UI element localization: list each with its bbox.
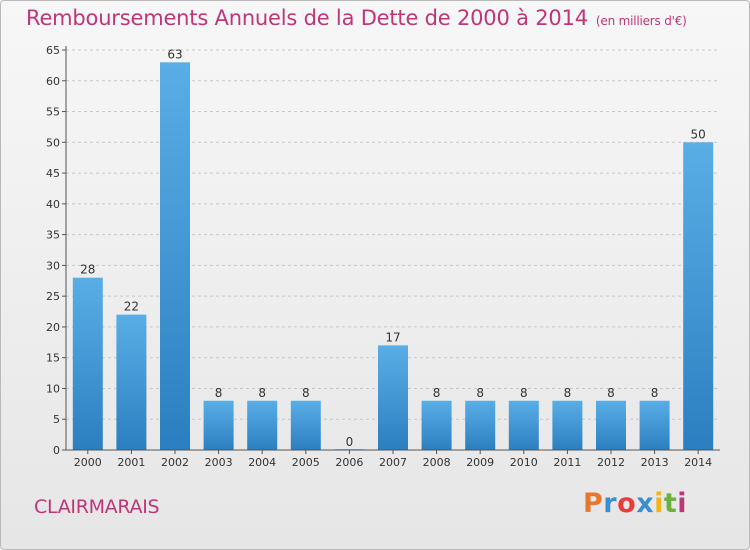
logo-letter: o xyxy=(617,488,637,519)
axes xyxy=(65,46,720,451)
value-labels: 28 22 63 8 8 8 0 17 8 8 8 8 8 8 50 xyxy=(80,47,706,449)
x-tick-label: 2012 xyxy=(597,456,625,469)
y-tick-label: 5 xyxy=(53,413,60,426)
y-tick-label: 25 xyxy=(46,290,60,303)
bar xyxy=(160,62,190,451)
value-label: 0 xyxy=(346,435,354,449)
value-label: 17 xyxy=(385,330,400,344)
value-label: 8 xyxy=(302,386,310,400)
x-tick-label: 2014 xyxy=(684,456,712,469)
bar xyxy=(290,400,321,450)
y-axis-ticks: 0 5 10 15 20 25 30 35 40 45 50 55 60 65 xyxy=(46,44,66,457)
value-label: 8 xyxy=(651,386,659,400)
bar xyxy=(72,277,103,450)
bars xyxy=(72,62,714,451)
value-label: 63 xyxy=(167,47,182,61)
bar xyxy=(683,142,714,451)
bar xyxy=(465,400,496,450)
x-tick-label: 2002 xyxy=(161,456,189,469)
y-tick-label: 10 xyxy=(46,382,60,395)
bar xyxy=(378,345,408,450)
y-tick-label: 55 xyxy=(46,106,60,119)
value-label: 8 xyxy=(258,386,266,400)
bar xyxy=(421,400,452,450)
x-tick-label: 2001 xyxy=(117,456,145,469)
proxiti-logo: Proxiti xyxy=(583,488,687,519)
value-label: 22 xyxy=(124,300,139,314)
value-label: 8 xyxy=(433,386,441,400)
x-tick-label: 2000 xyxy=(74,456,102,469)
y-tick-label: 65 xyxy=(46,44,60,57)
x-tick-label: 2013 xyxy=(641,456,669,469)
y-tick-label: 35 xyxy=(46,229,60,242)
logo-letter: i xyxy=(654,488,664,519)
y-tick-label: 30 xyxy=(46,259,60,272)
bar xyxy=(247,400,278,450)
y-tick-label: 45 xyxy=(46,167,60,180)
logo-letter: P xyxy=(583,488,604,519)
x-tick-label: 2011 xyxy=(553,456,581,469)
y-tick-label: 20 xyxy=(46,321,60,334)
logo-letter: r xyxy=(603,488,618,519)
x-tick-label: 2009 xyxy=(466,456,494,469)
value-label: 8 xyxy=(520,386,528,400)
commune-name: CLAIRMARAIS xyxy=(34,496,160,518)
value-label: 50 xyxy=(691,127,706,141)
x-tick-label: 2008 xyxy=(423,456,451,469)
y-tick-label: 50 xyxy=(46,136,60,149)
bar xyxy=(116,314,147,450)
value-label: 28 xyxy=(80,263,95,277)
x-tick-label: 2003 xyxy=(205,456,233,469)
x-tick-label: 2004 xyxy=(248,456,276,469)
y-tick-label: 40 xyxy=(46,198,60,211)
bar xyxy=(596,400,626,450)
x-tick-label: 2005 xyxy=(292,456,320,469)
y-tick-label: 60 xyxy=(46,75,60,88)
bar xyxy=(508,400,539,450)
logo-letter: t xyxy=(663,488,678,519)
logo-letter: x xyxy=(636,488,655,519)
x-axis-ticks: 2000 2001 2002 2003 2004 2005 2006 2007 2008 2009… xyxy=(74,450,712,469)
bar xyxy=(639,400,670,450)
value-label: 8 xyxy=(215,386,223,400)
bar xyxy=(203,400,234,450)
logo-letter: i xyxy=(677,488,688,519)
value-label: 8 xyxy=(607,386,615,400)
x-tick-label: 2006 xyxy=(335,456,363,469)
chart-title: Remboursements Annuels de la Dette de 20… xyxy=(26,6,687,30)
y-tick-label: 15 xyxy=(46,352,60,365)
bar xyxy=(552,400,583,450)
title-unit: (en milliers d'€) xyxy=(595,14,687,28)
title-text: Remboursements Annuels de la Dette de 20… xyxy=(26,6,588,30)
value-label: 8 xyxy=(476,386,484,400)
y-tick-label: 0 xyxy=(53,444,60,457)
value-label: 8 xyxy=(564,386,572,400)
x-tick-label: 2010 xyxy=(510,456,538,469)
x-tick-label: 2007 xyxy=(379,456,407,469)
